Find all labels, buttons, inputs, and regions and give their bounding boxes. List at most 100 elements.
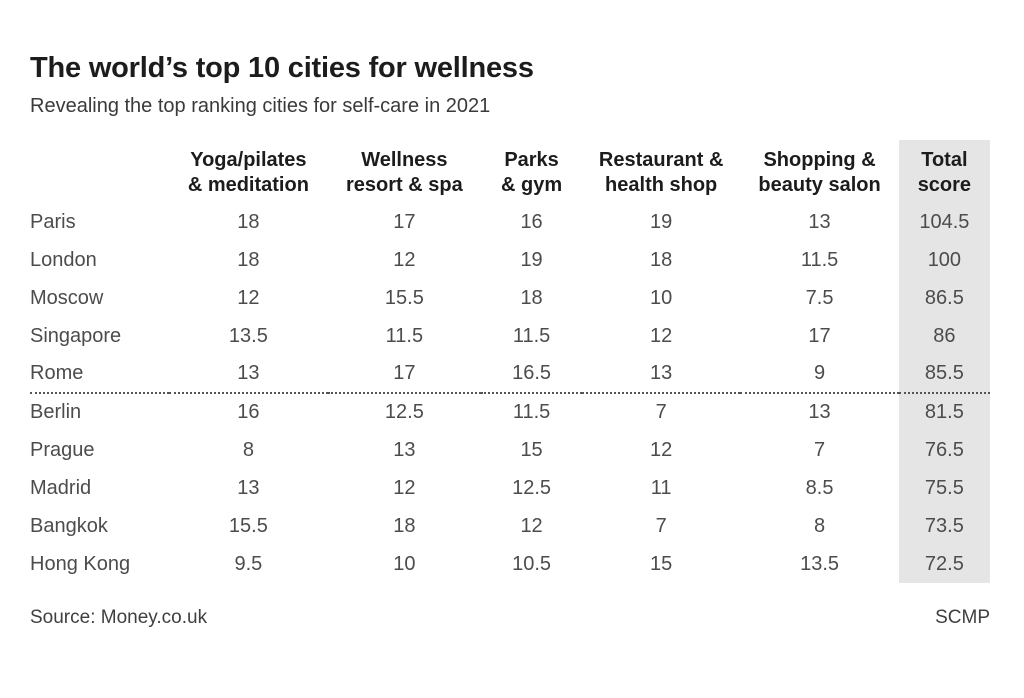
page-subtitle: Revealing the top ranking cities for sel… (30, 95, 491, 118)
table-row: Bangkok 15.5 18 12 7 8 73.5 (30, 507, 990, 546)
score-cell: 12 (520, 514, 543, 537)
score-cell: 12 (237, 286, 260, 309)
city-cell: Singapore (30, 324, 122, 347)
column-header-restaurant-health-shop: Restaurant & health shop (582, 140, 740, 203)
score-cell: 11.5 (512, 324, 551, 347)
header-line: score (917, 173, 972, 196)
table-row: Singapore 13.5 11.5 11.5 12 17 86 (30, 317, 990, 356)
table-row: Madrid 13 12 12.5 11 8.5 75.5 (30, 469, 990, 508)
column-header-total-score: Total score (898, 140, 990, 204)
score-cell: 15 (520, 438, 543, 461)
total-score-cell: 86.5 (898, 279, 990, 318)
score-cell: 13 (808, 210, 831, 233)
header-line: Yoga/pilates (190, 149, 307, 172)
score-cell: 11 (650, 476, 672, 499)
wellness-table: Yoga/pilates & meditation Wellness resor… (30, 140, 990, 584)
score-cell: 8.5 (805, 476, 834, 499)
city-cell: Bangkok (30, 514, 108, 537)
source-label: Source: Money.co.uk (30, 607, 208, 629)
score-cell: 7.5 (805, 286, 834, 309)
table-row: London 18 12 19 18 11.5 100 (30, 241, 990, 280)
score-cell: 13.5 (800, 552, 840, 575)
score-cell: 17 (808, 324, 831, 347)
score-cell: 12.5 (512, 476, 552, 499)
header-line: beauty salon (758, 173, 881, 196)
score-cell: 7 (655, 401, 667, 424)
score-cell: 17 (393, 210, 416, 233)
score-cell: 12 (393, 476, 416, 499)
city-cell: Berlin (30, 401, 82, 424)
score-cell: 11.5 (800, 248, 839, 271)
score-cell: 13 (169, 355, 328, 395)
score-cell: 13.5 (228, 324, 268, 347)
score-cell: 17 (327, 355, 482, 395)
score-cell: 18 (520, 286, 543, 309)
city-cell: Rome (30, 355, 170, 395)
score-cell: 13 (808, 401, 831, 424)
score-cell: 15.5 (228, 514, 268, 537)
score-cell: 8 (242, 438, 254, 461)
score-cell: 8 (813, 514, 826, 537)
score-cell: 10 (650, 286, 673, 309)
table-row: Berlin 16 12.5 11.5 7 13 81.5 (30, 393, 990, 432)
score-cell: 7 (655, 514, 667, 537)
header-line: Restaurant & (598, 149, 724, 172)
total-score-cell: 72.5 (898, 545, 990, 584)
table-row: Moscow 12 15.5 18 10 7.5 86.5 (30, 279, 990, 318)
header-line: & gym (501, 173, 563, 196)
score-cell: 7 (813, 438, 826, 461)
score-cell: 10.5 (512, 552, 552, 575)
total-score-cell: 86 (898, 317, 990, 356)
table-row: Rome 13 17 16.5 13 9 85.5 (30, 355, 990, 395)
score-cell: 11.5 (385, 324, 424, 347)
city-cell: London (30, 248, 97, 271)
header-line: resort & spa (346, 173, 463, 196)
column-header-city (30, 140, 169, 203)
score-cell: 9.5 (234, 552, 263, 575)
city-cell: Moscow (30, 286, 104, 309)
score-cell: 18 (393, 514, 416, 537)
total-score-cell: 76.5 (898, 431, 990, 470)
total-score-cell: 75.5 (898, 469, 990, 508)
score-cell: 12.5 (384, 401, 424, 424)
score-cell: 13 (393, 438, 416, 461)
score-cell: 13 (581, 355, 741, 395)
header-line: Parks (504, 149, 559, 172)
total-score-cell: 100 (898, 241, 990, 280)
header-line: & meditation (187, 173, 309, 196)
total-score-cell: 104.5 (898, 203, 990, 242)
table-header-row: Yoga/pilates & meditation Wellness resor… (30, 140, 990, 204)
score-cell: 10 (393, 552, 416, 575)
score-cell: 19 (650, 210, 673, 233)
table-row: Hong Kong 9.5 10 10.5 15 13.5 72.5 (30, 545, 990, 584)
header-line: health shop (605, 173, 718, 196)
footer: Source: Money.co.uk SCMP (30, 607, 990, 629)
total-score-cell: 81.5 (898, 393, 990, 432)
score-cell: 19 (520, 248, 543, 271)
city-cell: Prague (30, 438, 95, 461)
score-cell: 18 (650, 248, 673, 271)
score-cell: 12 (650, 324, 673, 347)
score-cell: 11.5 (512, 401, 551, 424)
score-cell: 16.5 (481, 355, 582, 395)
city-cell: Paris (30, 210, 76, 233)
total-score-cell: 73.5 (898, 507, 990, 546)
city-cell: Hong Kong (30, 552, 131, 575)
credit-label: SCMP (935, 607, 990, 629)
table-body: Paris 18 17 16 19 13 104.5 London 18 12 19 18 11.5 10… (30, 203, 990, 584)
column-header-shopping-beauty-salon: Shopping & beauty salon (740, 140, 898, 203)
score-cell: 12 (650, 438, 673, 461)
header-line: Wellness (361, 149, 448, 172)
column-header-wellness-resort-spa: Wellness resort & spa (328, 140, 482, 203)
score-cell: 15.5 (384, 286, 424, 309)
total-score-cell: 85.5 (898, 355, 990, 395)
score-cell: 16 (520, 210, 543, 233)
score-cell: 18 (237, 210, 260, 233)
score-cell: 18 (237, 248, 260, 271)
score-cell: 12 (393, 248, 416, 271)
city-cell: Madrid (30, 476, 92, 499)
score-cell: 15 (650, 552, 673, 575)
score-cell: 13 (237, 476, 260, 499)
table-row: Prague 8 13 15 12 7 76.5 (30, 431, 990, 470)
